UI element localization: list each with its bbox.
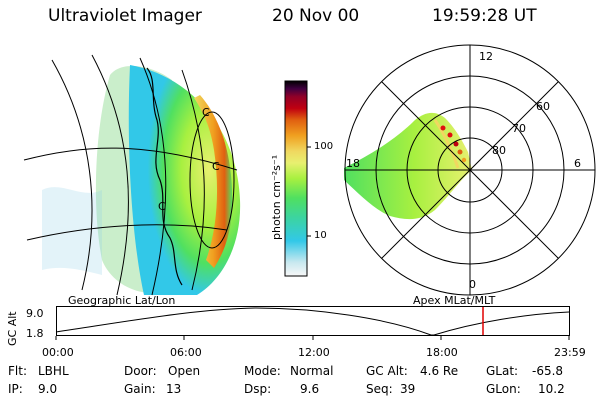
mlt-label-18: 18 — [346, 157, 360, 170]
status-mode-label: Mode: — [244, 364, 281, 378]
status-glat-value: -65.8 — [532, 364, 564, 378]
colorbar-unit-label: photon cm⁻²s⁻¹ — [270, 154, 283, 240]
altitude-curve — [55, 307, 570, 336]
auroral-oval — [194, 95, 233, 268]
status-flt-value: LBHL — [38, 364, 69, 378]
altitude-y-label: GC Alt — [6, 311, 19, 346]
altitude-tick-top: 9.0 — [26, 307, 44, 320]
status-dsp-label: Dsp: — [244, 382, 272, 396]
polar-emission — [344, 112, 472, 220]
colorbar — [284, 80, 311, 277]
status-door-value: Open — [168, 364, 201, 378]
mlat-label-60: 60 — [536, 100, 550, 113]
graticule-label: C — [212, 160, 220, 173]
status-ip-label: IP: — [8, 382, 23, 396]
status-glon-value: 10.2 — [538, 382, 565, 396]
status-gcalt-value: 4.6 Re — [420, 364, 459, 378]
mlt-label-6: 6 — [574, 157, 581, 170]
altitude-x-tick: 18:00 — [426, 346, 458, 359]
status-gcalt-label: GC Alt: — [366, 364, 408, 378]
mlt-label-0: 0 — [469, 278, 476, 291]
status-mode-value: Normal — [290, 364, 334, 378]
colorbar-tick: 10 — [314, 230, 327, 241]
status-glon-label: GLon: — [486, 382, 521, 396]
altitude-x-tick: 00:00 — [42, 346, 74, 359]
status-flt-label: Flt: — [8, 364, 27, 378]
mlat-label-70: 70 — [512, 122, 526, 135]
graticule-label: C — [158, 200, 166, 213]
graticule-label: C — [202, 106, 210, 119]
altitude-left-title: Geographic Lat/Lon — [68, 294, 176, 307]
status-glat-label: GLat: — [486, 364, 519, 378]
status-gain-value: 13 — [166, 382, 182, 396]
observation-time: 19:59:28 UT — [432, 6, 537, 26]
altitude-x-tick: 23:59 — [554, 346, 586, 359]
status-seq-label: Seq: — [366, 382, 393, 396]
observation-date: 20 Nov 00 — [272, 6, 360, 26]
altitude-x-tick: 12:00 — [298, 346, 330, 359]
status-ip-value: 9.0 — [38, 382, 58, 396]
polar-mlt-plot: 12 18 6 0 60 70 80 — [344, 44, 596, 296]
altitude-x-tick: 06:00 — [170, 346, 202, 359]
altitude-plot — [55, 306, 570, 340]
mlt-label-12: 12 — [479, 50, 493, 63]
coastline — [146, 67, 183, 286]
status-door-label: Door: — [124, 364, 157, 378]
status-gain-label: Gain: — [124, 382, 156, 396]
mlat-label-80: 80 — [492, 144, 506, 157]
status-seq-value: 39 — [400, 382, 416, 396]
altitude-tick-bottom: 1.8 — [26, 327, 44, 340]
geographic-auroral-image: C C C — [23, 54, 241, 296]
instrument-title: Ultraviolet Imager — [48, 6, 202, 26]
altitude-right-title: Apex MLat/MLT — [413, 294, 496, 307]
colorbar-tick: 100 — [314, 141, 334, 152]
status-dsp-value: 9.6 — [300, 382, 320, 396]
